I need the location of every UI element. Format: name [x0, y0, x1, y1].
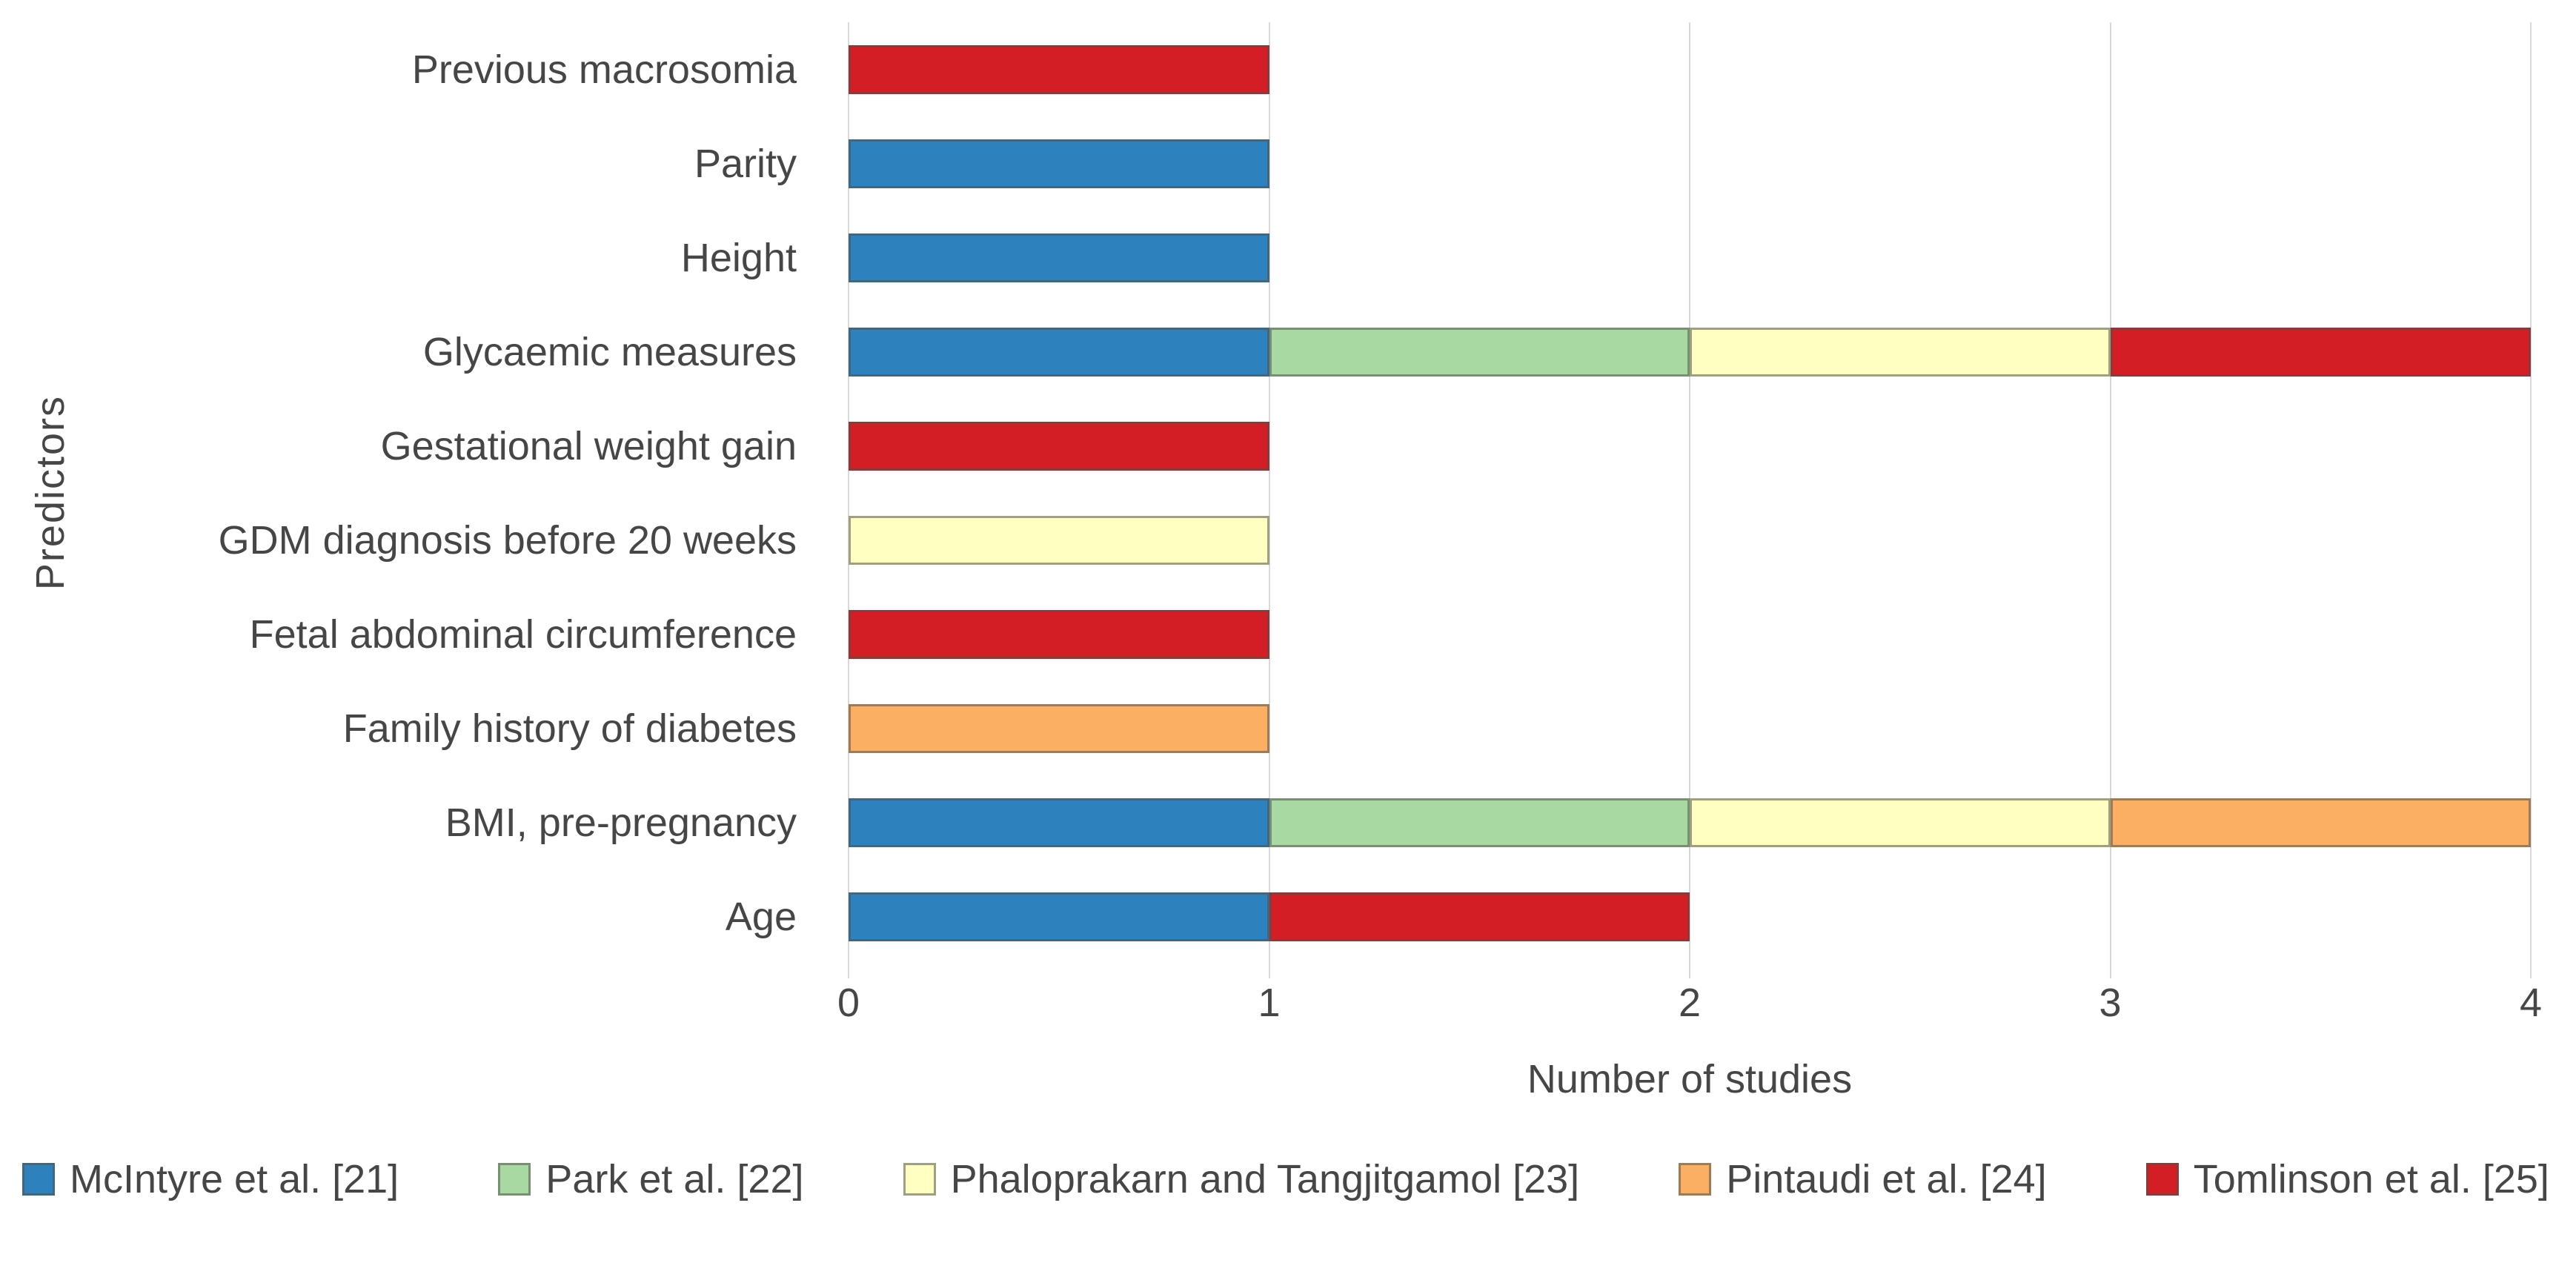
bar-row — [849, 305, 2531, 399]
legend-label: Tomlinson et al. [25] — [2193, 1157, 2549, 1201]
bar-segment — [1269, 798, 1690, 847]
legend-item: Park et al. [22] — [498, 1156, 803, 1202]
bar-segment — [2110, 327, 2531, 377]
bar-row — [849, 210, 2531, 305]
gridline — [848, 22, 849, 978]
x-tick-label: 4 — [2519, 981, 2543, 1025]
bar-segment — [849, 44, 1269, 94]
stacked-bar — [849, 609, 2531, 659]
legend-label: Pintaudi et al. [24] — [1726, 1157, 2047, 1201]
legend-swatch — [22, 1163, 55, 1196]
legend-label: Phaloprakarn and Tangjitgamol [23] — [950, 1157, 1580, 1201]
x-axis-ticks: 0 1 2 3 4 — [837, 980, 2542, 1032]
legend-label: McIntyre et al. [21] — [70, 1157, 399, 1201]
category-label: BMI, pre-pregnancy — [445, 800, 797, 845]
stacked-bar — [849, 703, 2531, 753]
gridline — [2530, 22, 2532, 978]
legend: McIntyre et al. [21] Park et al. [22] Phal… — [22, 1156, 2549, 1202]
category-label: Age — [725, 894, 797, 939]
x-axis-title: Number of studies — [1527, 1057, 1853, 1101]
bar-segment — [1269, 892, 1690, 941]
bar-rows — [849, 22, 2531, 964]
legend-label: Park et al. [22] — [545, 1157, 804, 1201]
bar-row — [849, 681, 2531, 775]
bar-segment — [849, 233, 1269, 282]
bar-segment — [2110, 798, 2531, 847]
legend-swatch — [498, 1163, 531, 1196]
category-label: Gestational weight gain — [380, 423, 797, 468]
category-label: GDM diagnosis before 20 weeks — [218, 517, 797, 563]
x-tick-label: 0 — [837, 981, 860, 1025]
gridline — [2109, 22, 2111, 978]
bar-segment — [849, 703, 1269, 753]
bar-row — [849, 587, 2531, 681]
x-tick-label: 1 — [1258, 981, 1281, 1025]
category-label: Family history of diabetes — [342, 706, 797, 751]
bar-row — [849, 869, 2531, 964]
legend-item: Pintaudi et al. [24] — [1679, 1156, 2047, 1202]
legend-swatch — [1679, 1163, 1712, 1196]
stacked-bar — [849, 421, 2531, 471]
stacked-bar — [849, 892, 2531, 941]
legend-swatch — [2145, 1163, 2179, 1196]
plot-area — [848, 22, 2532, 978]
category-label: Parity — [694, 141, 797, 186]
bar-row — [849, 116, 2531, 210]
legend-item: Tomlinson et al. [25] — [2145, 1156, 2549, 1202]
bar-segment — [1690, 798, 2111, 847]
bar-segment — [849, 798, 1269, 847]
stacked-bar — [849, 233, 2531, 282]
legend-item: McIntyre et al. [21] — [22, 1156, 399, 1202]
bar-row — [849, 493, 2531, 587]
bar-segment — [1269, 327, 1690, 377]
stacked-bar — [849, 44, 2531, 94]
legend-item: Phaloprakarn and Tangjitgamol [23] — [903, 1156, 1580, 1202]
stacked-bar — [849, 327, 2531, 377]
bar-segment — [849, 421, 1269, 471]
stacked-bar — [849, 515, 2531, 565]
bar-segment — [849, 327, 1269, 377]
stacked-bar — [849, 139, 2531, 188]
bar-row — [849, 775, 2531, 869]
x-tick-label: 2 — [1678, 981, 1702, 1025]
category-label: Height — [680, 235, 797, 280]
gridline — [1268, 22, 1270, 978]
bar-segment — [849, 139, 1269, 188]
bar-row — [849, 399, 2531, 493]
bar-segment — [849, 515, 1269, 565]
bar-segment — [849, 892, 1269, 941]
category-label: Fetal abdominal circumference — [249, 611, 797, 657]
x-tick-label: 3 — [2099, 981, 2122, 1025]
category-labels: Previous macrosomia Parity Height Glycaemic… — [0, 22, 819, 964]
bar-segment — [1690, 327, 2111, 377]
bar-segment — [849, 609, 1269, 659]
category-label: Previous macrosomia — [411, 47, 797, 92]
stacked-bar — [849, 798, 2531, 847]
legend-swatch — [903, 1163, 936, 1196]
category-label: Glycaemic measures — [422, 329, 797, 374]
gridline — [1689, 22, 1690, 978]
bar-row — [849, 22, 2531, 116]
